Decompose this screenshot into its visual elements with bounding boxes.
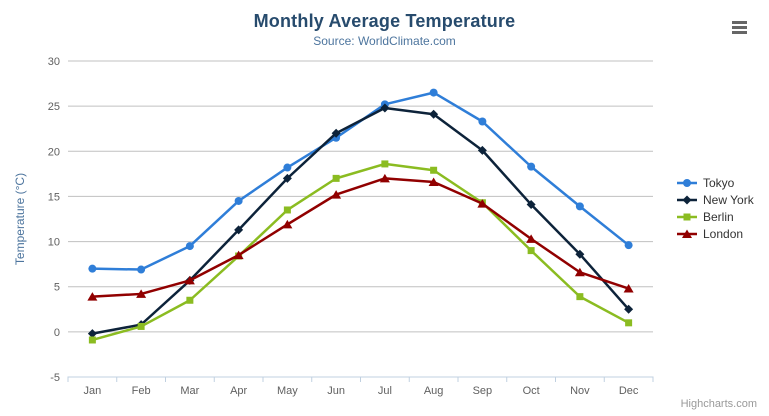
data-point[interactable] [136,289,147,298]
data-point[interactable] [526,234,537,243]
data-point[interactable] [527,247,535,255]
data-point[interactable] [185,242,194,251]
data-point[interactable] [623,284,634,293]
legend-item-london[interactable]: London [676,227,754,241]
y-axis-label: 30 [48,56,60,68]
data-point[interactable] [527,162,536,171]
data-point[interactable] [575,202,584,211]
x-axis-label: Jan [84,385,102,397]
data-point[interactable] [234,225,244,235]
legend-item-tokyo[interactable]: Tokyo [676,176,754,190]
data-point[interactable] [526,200,536,210]
data-point[interactable] [234,196,243,205]
hamburger-icon [732,31,747,34]
data-point[interactable] [88,264,97,273]
data-point[interactable] [624,241,633,250]
data-point[interactable] [282,219,293,229]
hamburger-icon [732,26,747,29]
data-point[interactable] [624,304,634,314]
x-axis-label: May [277,385,298,397]
data-point[interactable] [478,117,487,126]
x-axis-label: Feb [132,385,151,397]
data-point[interactable] [380,103,390,113]
data-point[interactable] [576,293,584,301]
data-point[interactable] [430,166,438,174]
y-axis-label: 15 [48,191,60,203]
data-point[interactable] [429,109,439,119]
data-point[interactable] [625,319,633,327]
data-point[interactable] [428,177,439,186]
data-point[interactable] [233,250,244,260]
series-line-berlin [91,162,630,342]
legend-item-new-york[interactable]: New York [676,193,754,207]
credits-link[interactable]: Highcharts.com [680,398,757,410]
data-point[interactable] [283,163,292,172]
data-point[interactable] [429,88,438,97]
data-point[interactable] [184,275,195,285]
data-point[interactable] [87,292,98,301]
data-point[interactable] [282,173,292,183]
legend-item-berlin[interactable]: Berlin [676,210,754,224]
legend-marker-diamond-icon [677,195,697,205]
chart-subtitle: Source: WorldClimate.com [313,34,456,48]
series-line-london [91,177,630,298]
x-axis-label: Sep [473,385,493,397]
data-point[interactable] [477,145,487,155]
series-line-tokyo [91,91,630,271]
data-point[interactable] [283,206,291,214]
legend-marker-square-icon [677,213,697,221]
data-point[interactable] [379,173,390,183]
y-axis-label: -5 [50,372,60,384]
legend: Tokyo New York Berlin London [676,176,754,244]
data-point[interactable] [87,329,97,339]
data-point[interactable] [137,265,146,274]
data-point[interactable] [331,128,341,138]
data-point[interactable] [331,190,342,199]
y-axis-label: 25 [48,101,60,113]
y-axis-label: 10 [48,237,60,249]
data-point[interactable] [88,336,96,344]
y-axis-label: 5 [54,282,60,294]
data-point[interactable] [186,296,194,304]
series-line-new-york [91,106,630,335]
x-axis-label: Dec [619,385,639,397]
legend-label: New York [703,193,754,207]
legend-label: Tokyo [703,176,735,190]
x-axis-label: Jul [378,385,392,397]
y-axis-label: 0 [54,327,60,339]
x-axis-label: Oct [523,385,540,397]
x-axis-label: Aug [424,385,444,397]
data-point[interactable] [574,267,585,277]
legend-label: Berlin [703,210,734,224]
x-axis-label: Jun [327,385,345,397]
legend-marker-circle-icon [677,179,697,187]
legend-label: London [703,227,744,241]
data-point[interactable] [137,322,145,330]
data-point[interactable] [575,249,585,259]
hamburger-icon [732,21,747,24]
legend-marker-triangle-icon [677,229,697,238]
data-point[interactable] [332,174,340,182]
data-point[interactable] [477,199,488,208]
x-axis-label: Apr [230,385,247,397]
y-axis-label: 20 [48,146,60,158]
export-menu-button[interactable] [732,21,747,34]
data-point[interactable] [381,160,389,168]
x-axis-label: Mar [180,385,199,397]
chart-title: Monthly Average Temperature [253,11,516,31]
y-axis-title: Temperature (°C) [13,172,27,266]
x-axis-label: Nov [570,385,590,397]
